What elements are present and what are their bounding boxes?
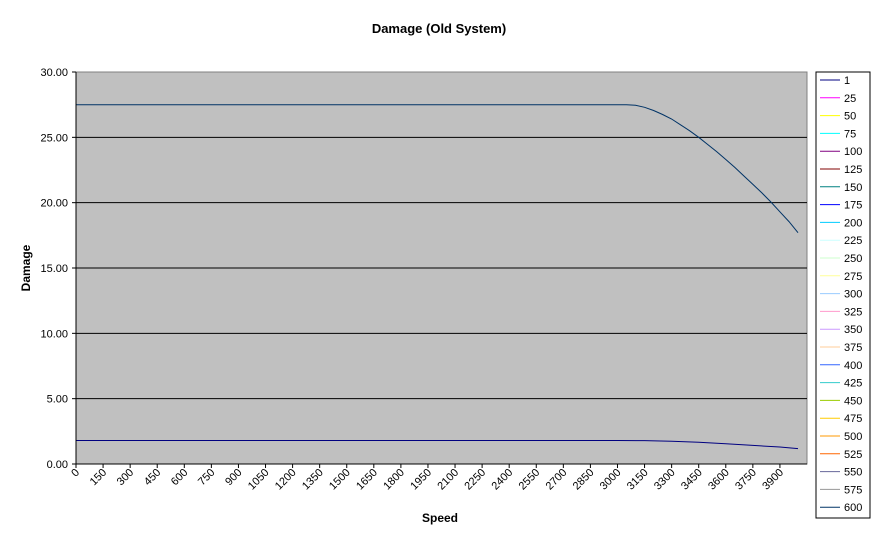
x-axis-ticks: 0 150 300 450 600 750 900 1050 1200 1350 1500 1650 1… (69, 464, 786, 492)
x-tick-label: 750 (196, 467, 217, 488)
series-line-unlabeled (76, 440, 799, 450)
y-tick-label: 5.00 (47, 394, 68, 406)
legend-item-label: 250 (844, 253, 862, 265)
legend-item-label: 175 (844, 200, 862, 212)
x-tick-label: 450 (142, 467, 163, 488)
legend-box (815, 71, 871, 519)
legend-item-label: 325 (844, 306, 862, 318)
legend-item-label: 300 (844, 289, 862, 301)
x-tick-label: 3600 (706, 467, 732, 493)
x-tick-label: 1050 (246, 467, 272, 493)
series-line-600 (76, 104, 799, 234)
x-tick-label: 1200 (273, 467, 299, 493)
legend-item-label: 475 (844, 413, 862, 425)
x-tick-label: 2700 (544, 467, 570, 493)
legend-item-label: 525 (844, 449, 862, 461)
x-tick-label: 150 (88, 467, 109, 488)
legend-item-label: 100 (844, 146, 862, 158)
legend-item-label: 225 (844, 235, 862, 247)
legend-item-label: 400 (844, 360, 862, 372)
legend-item-label: 375 (844, 342, 862, 354)
x-tick-label: 0 (69, 467, 82, 480)
x-tick-label: 2400 (490, 467, 516, 493)
y-tick-label: 10.00 (40, 328, 68, 340)
legend-item-label: 350 (844, 324, 862, 336)
x-tick-label: 300 (115, 467, 136, 488)
legend-item-label: 25 (844, 93, 856, 105)
x-tick-label: 2850 (571, 467, 597, 493)
x-tick-label: 2550 (517, 467, 543, 493)
x-tick-label: 1350 (300, 467, 326, 493)
x-tick-label: 1800 (381, 467, 407, 493)
legend: 1255075100125150175200225250275300325350… (820, 75, 862, 514)
legend-item-label: 50 (844, 111, 856, 123)
x-tick-label: 3300 (652, 467, 678, 493)
x-tick-label: 3450 (679, 467, 705, 493)
legend-item-label: 500 (844, 431, 862, 443)
x-axis-label: Speed (422, 511, 458, 525)
y-tick-label: 15.00 (40, 263, 68, 275)
legend-item-label: 275 (844, 271, 862, 283)
legend-item-label: 150 (844, 182, 862, 194)
x-tick-label: 1950 (408, 467, 434, 493)
chart-title: Damage (Old System) (372, 21, 506, 36)
legend-item-label: 425 (844, 378, 862, 390)
x-tick-label: 3900 (760, 467, 786, 493)
gridlines (76, 136, 807, 400)
x-tick-label: 3150 (625, 467, 651, 493)
y-tick-label: 25.00 (40, 132, 68, 144)
legend-item-label: 600 (844, 502, 862, 514)
y-tick-label: 0.00 (47, 459, 68, 471)
x-tick-label: 3750 (733, 467, 759, 493)
x-tick-label: 900 (223, 467, 244, 488)
y-axis-label: Damage (19, 244, 33, 291)
x-tick-label: 1650 (354, 467, 380, 493)
x-tick-label: 1500 (327, 467, 353, 493)
x-tick-label: 2250 (462, 467, 488, 493)
legend-item-label: 75 (844, 128, 856, 140)
y-axis-ticks: 0.00 5.00 10.00 15.00 20.00 25.00 30.00 (40, 67, 76, 471)
y-tick-label: 20.00 (40, 198, 68, 210)
legend-item-label: 200 (844, 217, 862, 229)
x-tick-label: 3000 (598, 467, 624, 493)
legend-item-label: 1 (844, 75, 850, 87)
x-tick-label: 2100 (435, 467, 461, 493)
legend-item-label: 450 (844, 395, 862, 407)
legend-item-label: 550 (844, 467, 862, 479)
x-tick-label: 600 (169, 467, 190, 488)
legend-item-label: 125 (844, 164, 862, 176)
legend-item-label: 575 (844, 484, 862, 496)
y-tick-label: 30.00 (40, 67, 68, 79)
series-lines (76, 104, 799, 450)
